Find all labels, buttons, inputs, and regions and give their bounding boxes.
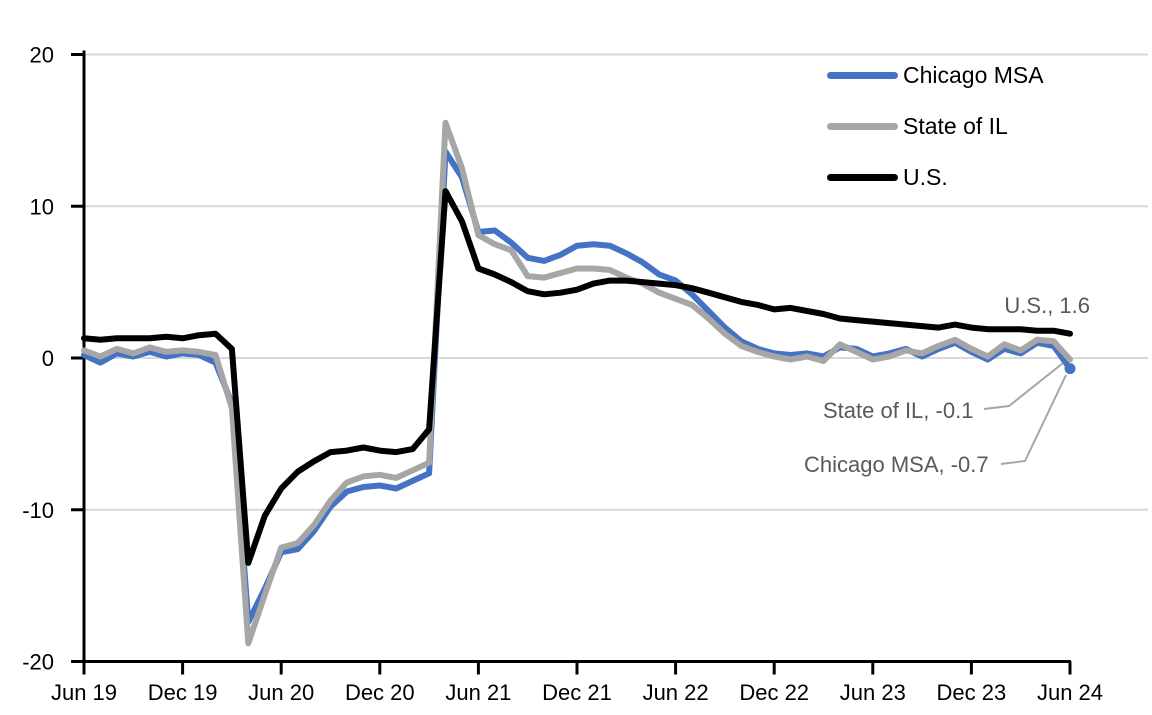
x-tick-label-3: Dec 20 bbox=[345, 680, 415, 705]
us-line-swatch bbox=[827, 173, 898, 181]
x-tick-label-7: Dec 22 bbox=[739, 680, 809, 705]
y-tick-label-10: 10 bbox=[30, 194, 54, 219]
x-tick-label-4: Jun 21 bbox=[445, 680, 511, 705]
legend-label-chicago-msa: Chicago MSA bbox=[903, 61, 1044, 88]
x-tick-label-0: Jun 19 bbox=[51, 680, 117, 705]
y-tick-label-0: 0 bbox=[42, 346, 54, 371]
legend-label-state-of-il: State of IL bbox=[903, 112, 1008, 139]
series-line-state-of-il bbox=[81, 119, 1073, 647]
end-point-marker-chicago-msa bbox=[1064, 363, 1076, 375]
x-tick-label-10: Jun 24 bbox=[1037, 680, 1103, 705]
legend-item-chicago-msa: Chicago MSA bbox=[827, 58, 1044, 92]
x-tick-label-2: Jun 20 bbox=[248, 680, 314, 705]
x-tick-label-1: Dec 19 bbox=[148, 680, 218, 705]
series-line-u-s bbox=[81, 188, 1073, 566]
annotation-state-of-il-end-value: State of IL, -0.1 bbox=[823, 398, 974, 423]
x-tick-label-5: Dec 21 bbox=[542, 680, 612, 705]
leader-line-state-of-il bbox=[983, 362, 1064, 410]
leader-line-chicago-msa bbox=[1000, 374, 1067, 465]
x-tick-label-8: Jun 23 bbox=[840, 680, 906, 705]
x-tick-label-6: Jun 22 bbox=[643, 680, 709, 705]
y-tick-label--20: -20 bbox=[22, 650, 54, 675]
annotation-chicago-msa-end-value: Chicago MSA, -0.7 bbox=[804, 452, 989, 477]
y-tick-label-20: 20 bbox=[30, 43, 54, 68]
legend-label-us: U.S. bbox=[903, 163, 948, 190]
state-of-il-line-swatch bbox=[827, 122, 898, 130]
legend-item-state-of-il: State of IL bbox=[827, 109, 1044, 143]
legend: Chicago MSA State of IL U.S. bbox=[827, 58, 1044, 194]
y-tick-label--10: -10 bbox=[22, 498, 54, 523]
legend-item-us: U.S. bbox=[827, 160, 1044, 194]
x-tick-label-9: Dec 23 bbox=[937, 680, 1007, 705]
chicago-msa-line-swatch bbox=[827, 71, 898, 79]
annotation-us-end-value: U.S., 1.6 bbox=[1004, 293, 1090, 318]
